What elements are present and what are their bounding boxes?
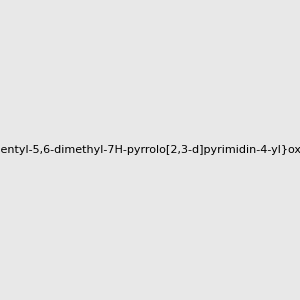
Text: 4-({7-cyclopentyl-5,6-dimethyl-7H-pyrrolo[2,3-d]pyrimidin-4-yl}oxy)piperidine: 4-({7-cyclopentyl-5,6-dimethyl-7H-pyrrol… (0, 145, 300, 155)
